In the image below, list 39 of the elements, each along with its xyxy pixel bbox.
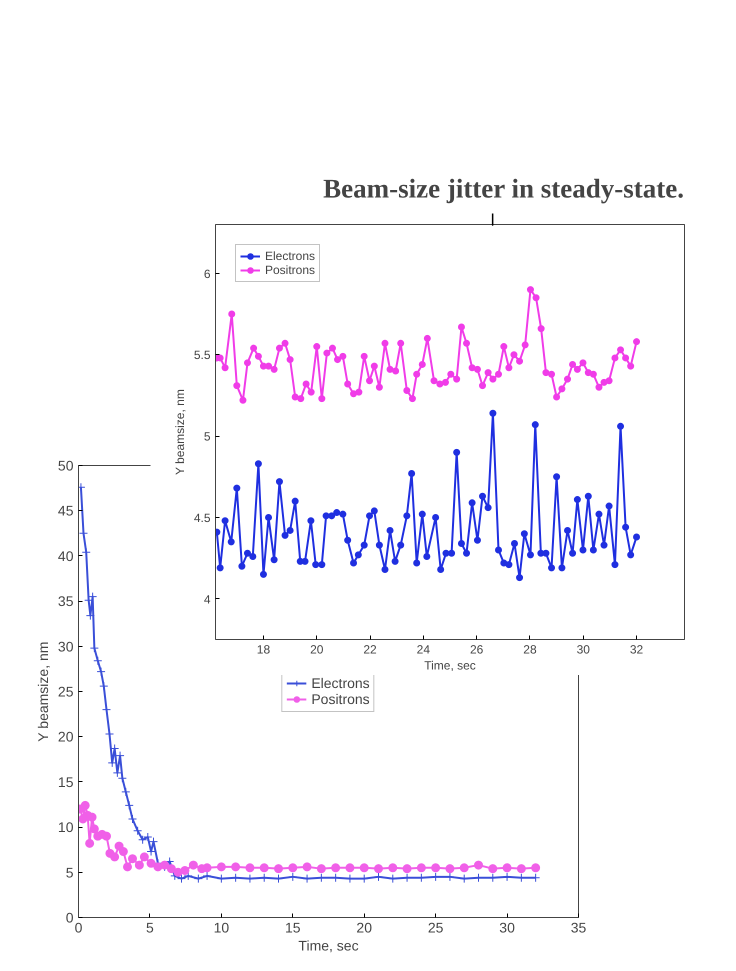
x-tick-label: 22 [363,642,378,656]
x-tick-label: 15 [285,920,301,936]
x-tick-label: 25 [428,920,444,936]
y-tick-label: 20 [58,728,74,745]
x-tick-label: 28 [523,642,537,656]
y-tick-label: 6 [204,266,211,281]
y-tick-label: 45 [58,502,74,519]
y-tick-label: 5.5 [194,348,211,362]
legend-label: Electrons [265,249,316,263]
x-tick-label: 30 [576,642,590,656]
legend-label: Electrons [311,675,370,691]
y-tick-label: 4 [204,592,211,606]
y-tick-label: 35 [58,593,74,610]
x-tick-label: 18 [256,642,270,656]
y-axis-title: Y beamsize, nm [172,389,187,476]
y-tick-label: 0 [66,910,74,926]
y-tick-label: 25 [58,684,74,700]
x-axis-title: Time, sec [298,938,359,954]
legend-label: Positrons [311,691,370,707]
x-tick-label: 26 [470,642,484,656]
y-tick-label: 50 [58,458,74,474]
x-tick-label: 10 [214,920,230,936]
y-tick-label: 15 [58,774,74,790]
x-tick-label: 20 [356,920,372,936]
x-tick-label: 24 [416,642,430,656]
legend-label: Positrons [265,263,316,277]
y-tick-label: 4.5 [194,510,211,525]
y-tick-label: 40 [58,548,74,564]
chart-title: Beam-size jitter in steady-state. [323,174,684,204]
x-tick-label: 20 [310,642,324,656]
x-tick-label: 35 [570,920,586,936]
y-axis-title: Y beamsize, nm [34,642,51,742]
x-tick-label: 30 [499,920,516,936]
y-tick-label: 5 [66,864,74,880]
x-tick-label: 32 [630,642,644,656]
x-axis-title: Time, sec [424,658,476,672]
y-tick-label: 5 [204,430,211,444]
x-tick-label: 5 [146,920,154,936]
y-tick-label: 10 [58,819,74,836]
